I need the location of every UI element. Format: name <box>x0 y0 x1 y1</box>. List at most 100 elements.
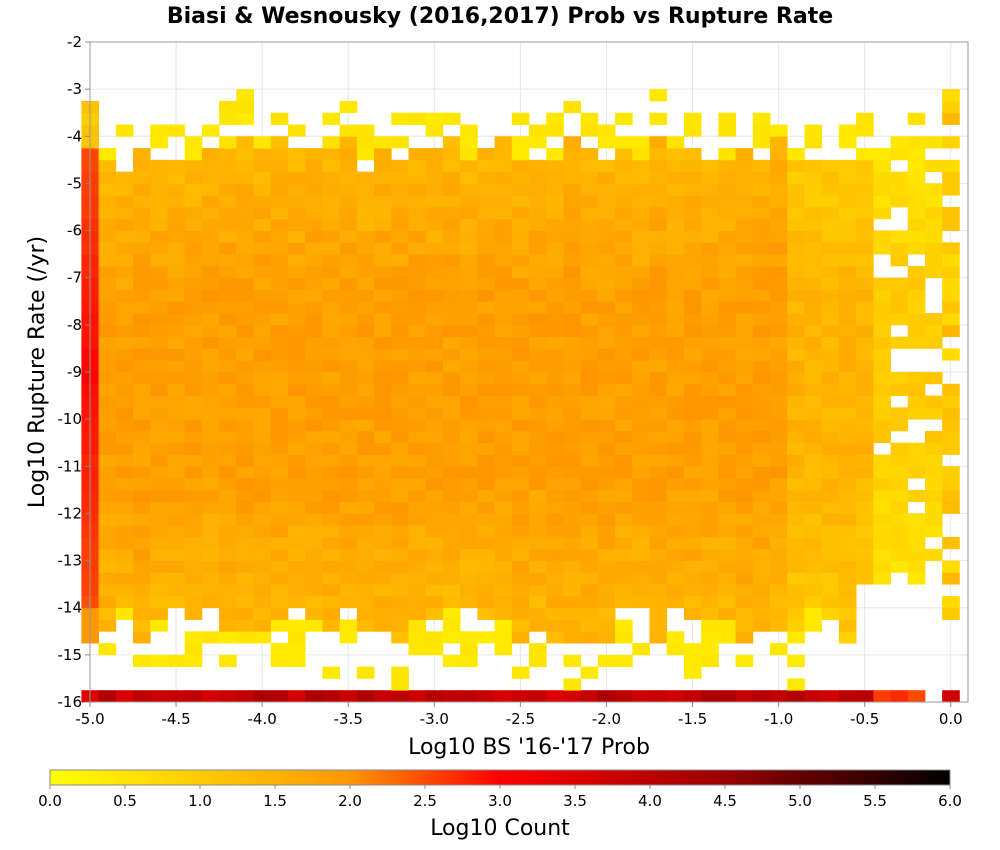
heatmap-cell <box>529 419 547 432</box>
heatmap-cell <box>683 195 702 208</box>
heatmap-cell <box>305 336 323 349</box>
heatmap-cell <box>580 454 599 467</box>
heatmap-cell <box>804 136 823 149</box>
heatmap-cell <box>649 513 668 526</box>
heatmap-cell <box>184 324 203 338</box>
heatmap-cell <box>339 265 358 279</box>
heatmap-cell <box>374 183 392 196</box>
heatmap-cell <box>236 372 254 385</box>
heatmap-cell <box>787 195 805 208</box>
heatmap-cell <box>167 313 186 326</box>
heatmap-cell <box>167 265 186 279</box>
heatmap-cell <box>287 442 306 455</box>
heatmap-cell <box>735 584 754 597</box>
heatmap-cell <box>942 277 960 290</box>
heatmap-cell <box>649 148 668 161</box>
heatmap-cell <box>391 336 409 349</box>
heatmap-cell <box>787 324 805 338</box>
heatmap-cell <box>253 183 272 196</box>
heatmap-cell <box>666 419 685 432</box>
heatmap-cell <box>838 254 857 267</box>
heatmap-cell <box>494 525 513 538</box>
heatmap-cell <box>856 230 874 243</box>
heatmap-cell <box>442 478 461 491</box>
heatmap-cell <box>856 112 874 125</box>
heatmap-cell <box>615 654 633 668</box>
heatmap-cell <box>305 218 323 231</box>
heatmap-cell <box>529 277 547 290</box>
heatmap-cell <box>529 454 547 467</box>
heatmap-cell <box>219 360 237 373</box>
heatmap-cell <box>339 277 358 290</box>
heatmap-cell <box>167 395 186 408</box>
heatmap-cell <box>460 395 478 408</box>
heatmap-cell <box>150 171 168 184</box>
heatmap-cell <box>356 171 375 184</box>
heatmap-cell <box>339 690 358 703</box>
heatmap-cell <box>563 360 582 373</box>
heatmap-cell <box>838 548 857 561</box>
heatmap-cell <box>477 548 495 561</box>
heatmap-cell <box>546 195 564 208</box>
heatmap-cell <box>442 501 461 514</box>
heatmap-cell <box>374 277 392 290</box>
heatmap-cell <box>442 207 461 220</box>
heatmap-cell <box>133 548 151 561</box>
heatmap-cell <box>115 395 134 408</box>
heatmap-cell <box>167 171 186 184</box>
heatmap-cell <box>236 607 254 620</box>
heatmap-cell <box>735 372 754 385</box>
heatmap-cell <box>580 171 599 184</box>
heatmap-cell <box>305 690 323 703</box>
heatmap-cell <box>167 513 186 526</box>
heatmap-cell <box>752 537 771 550</box>
heatmap-cell <box>477 265 495 279</box>
heatmap-cell <box>184 242 203 255</box>
heatmap-cell <box>924 207 943 220</box>
heatmap-cell <box>787 537 805 550</box>
heatmap-cell <box>219 513 237 526</box>
heatmap-cell <box>718 489 736 503</box>
heatmap-cell <box>890 336 909 349</box>
heatmap-cell <box>546 183 564 196</box>
heatmap-cell <box>580 631 599 644</box>
heatmap-cell <box>511 501 530 514</box>
heatmap-cell <box>821 301 840 314</box>
heatmap-cell <box>580 584 599 597</box>
heatmap-cell <box>133 513 151 526</box>
heatmap-cell <box>236 584 254 597</box>
heatmap-cell <box>666 148 685 161</box>
heatmap-cell <box>408 607 427 620</box>
heatmap-cell <box>133 537 151 550</box>
heatmap-cell <box>563 690 582 703</box>
heatmap-cell <box>150 619 168 632</box>
heatmap-cell <box>270 643 289 656</box>
heatmap-cell <box>425 195 444 208</box>
heatmap-cell <box>236 419 254 432</box>
heatmap-cell <box>563 171 582 184</box>
heatmap-cell <box>201 407 220 420</box>
heatmap-cell <box>890 136 909 149</box>
heatmap-cell <box>632 148 650 161</box>
heatmap-cell <box>821 442 840 455</box>
heatmap-cell <box>856 148 874 161</box>
heatmap-cell <box>201 124 220 137</box>
heatmap-cell <box>219 442 237 455</box>
heatmap-cell <box>924 513 943 526</box>
heatmap-cell <box>735 313 754 326</box>
heatmap-cell <box>270 478 289 491</box>
heatmap-cell <box>511 171 530 184</box>
heatmap-cell <box>821 419 840 432</box>
heatmap-cell <box>494 419 513 432</box>
heatmap-cell <box>890 242 909 255</box>
heatmap-cell <box>615 289 633 302</box>
heatmap-cell <box>787 218 805 231</box>
heatmap-cell <box>219 595 237 609</box>
heatmap-cell <box>425 478 444 491</box>
heatmap-cell <box>563 383 582 396</box>
heatmap-cell <box>924 395 943 408</box>
heatmap-cell <box>374 478 392 491</box>
heatmap-cell <box>287 254 306 267</box>
heatmap-cell <box>150 537 168 550</box>
heatmap-cell <box>718 230 736 243</box>
